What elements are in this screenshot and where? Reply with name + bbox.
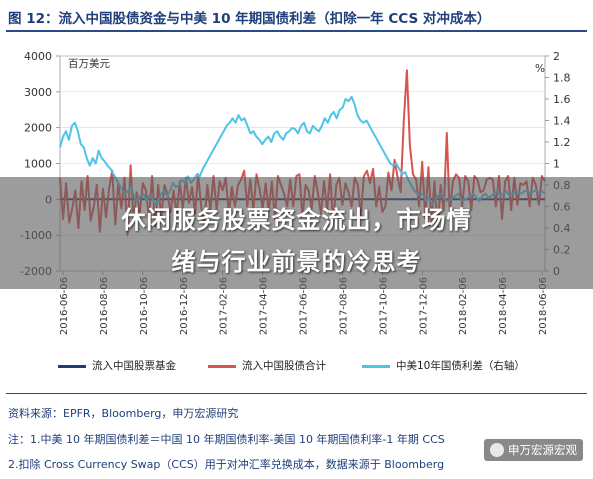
notes-rule xyxy=(6,393,587,394)
legend-swatch-equity xyxy=(58,364,86,368)
x-tick-label: 2018-06-06 xyxy=(538,277,549,335)
title-rule xyxy=(6,30,587,32)
y-left-tick-label: 3000 xyxy=(24,86,52,99)
watermark-text: 申万宏源宏观 xyxy=(508,443,577,457)
y-right-unit: % xyxy=(535,63,545,75)
footnote-2: 2.扣除 Cross Currency Swap（CCS）用于对冲汇率兑换成本，… xyxy=(8,458,445,471)
x-tick-label: 2017-10-06 xyxy=(378,277,389,335)
figure-title: 图 12：流入中国股债资金与中美 10 年期国债利差（扣除一年 CCS 对冲成本… xyxy=(8,11,491,27)
source-note: 资料来源：EPFR，Bloomberg，申万宏源研究 xyxy=(8,407,239,420)
x-tick-label: 2018-04-06 xyxy=(498,277,509,335)
x-tick-label: 2016-10-06 xyxy=(139,277,150,335)
x-tick-label: 2017-08-06 xyxy=(338,277,349,335)
y-right-tick-label: 1.2 xyxy=(553,136,571,149)
legend-swatch-spread xyxy=(362,364,390,368)
legend-label-spread: 中美10年国债利差（右轴） xyxy=(396,360,525,372)
x-tick-label: 2018-02-06 xyxy=(458,277,469,335)
legend-item-equity-fund: 流入中国股票基金 xyxy=(58,358,176,373)
y-left-tick-label: 4000 xyxy=(24,50,52,63)
x-tick-label: 2016-06-06 xyxy=(59,277,70,335)
chart-legend: 流入中国股票基金 流入中国股债合计 中美10年国债利差（右轴） xyxy=(0,354,593,378)
x-tick-label: 2017-02-06 xyxy=(219,277,230,335)
figure-header: 图 12：流入中国股债资金与中美 10 年期国债利差（扣除一年 CCS 对冲成本… xyxy=(0,0,593,34)
y-left-tick-label: 2000 xyxy=(24,122,52,135)
y-left-unit: 百万美元 xyxy=(68,57,110,70)
y-left-tick-label: 1000 xyxy=(24,158,52,171)
x-tick-label: 2016-12-06 xyxy=(179,277,190,335)
y-right-tick-label: 1 xyxy=(553,158,560,171)
y-right-tick-label: 1.4 xyxy=(553,115,571,128)
overlay-headline-line1: 休闲服务股票资金流出，市场情 xyxy=(121,206,472,234)
legend-label-equity: 流入中国股票基金 xyxy=(92,360,176,372)
legend-swatch-total xyxy=(208,364,236,368)
overlay-headline-line2: 绪与行业前景的冷思考 xyxy=(171,248,422,276)
y-right-tick-label: 1.6 xyxy=(553,93,571,106)
legend-item-total-flow: 流入中国股债合计 xyxy=(208,358,326,373)
x-tick-label: 2017-06-06 xyxy=(299,277,310,335)
wechat-icon xyxy=(490,442,504,457)
watermark: 申万宏源宏观 xyxy=(484,439,583,461)
x-tick-label: 2016-08-06 xyxy=(99,277,110,335)
legend-item-spread: 中美10年国债利差（右轴） xyxy=(362,358,525,373)
x-tick-label: 2017-12-06 xyxy=(418,277,429,335)
legend-label-total: 流入中国股债合计 xyxy=(242,360,326,372)
x-tick-label: 2017-04-06 xyxy=(259,277,270,335)
footnote-1: 注：1.中美 10 年期国债利差＝中国 10 年期国债利率-美国 10 年期国债… xyxy=(8,433,445,446)
y-right-tick-label: 1.8 xyxy=(553,72,571,85)
overlay-banner xyxy=(0,177,593,289)
y-right-tick-label: 2 xyxy=(553,50,560,63)
